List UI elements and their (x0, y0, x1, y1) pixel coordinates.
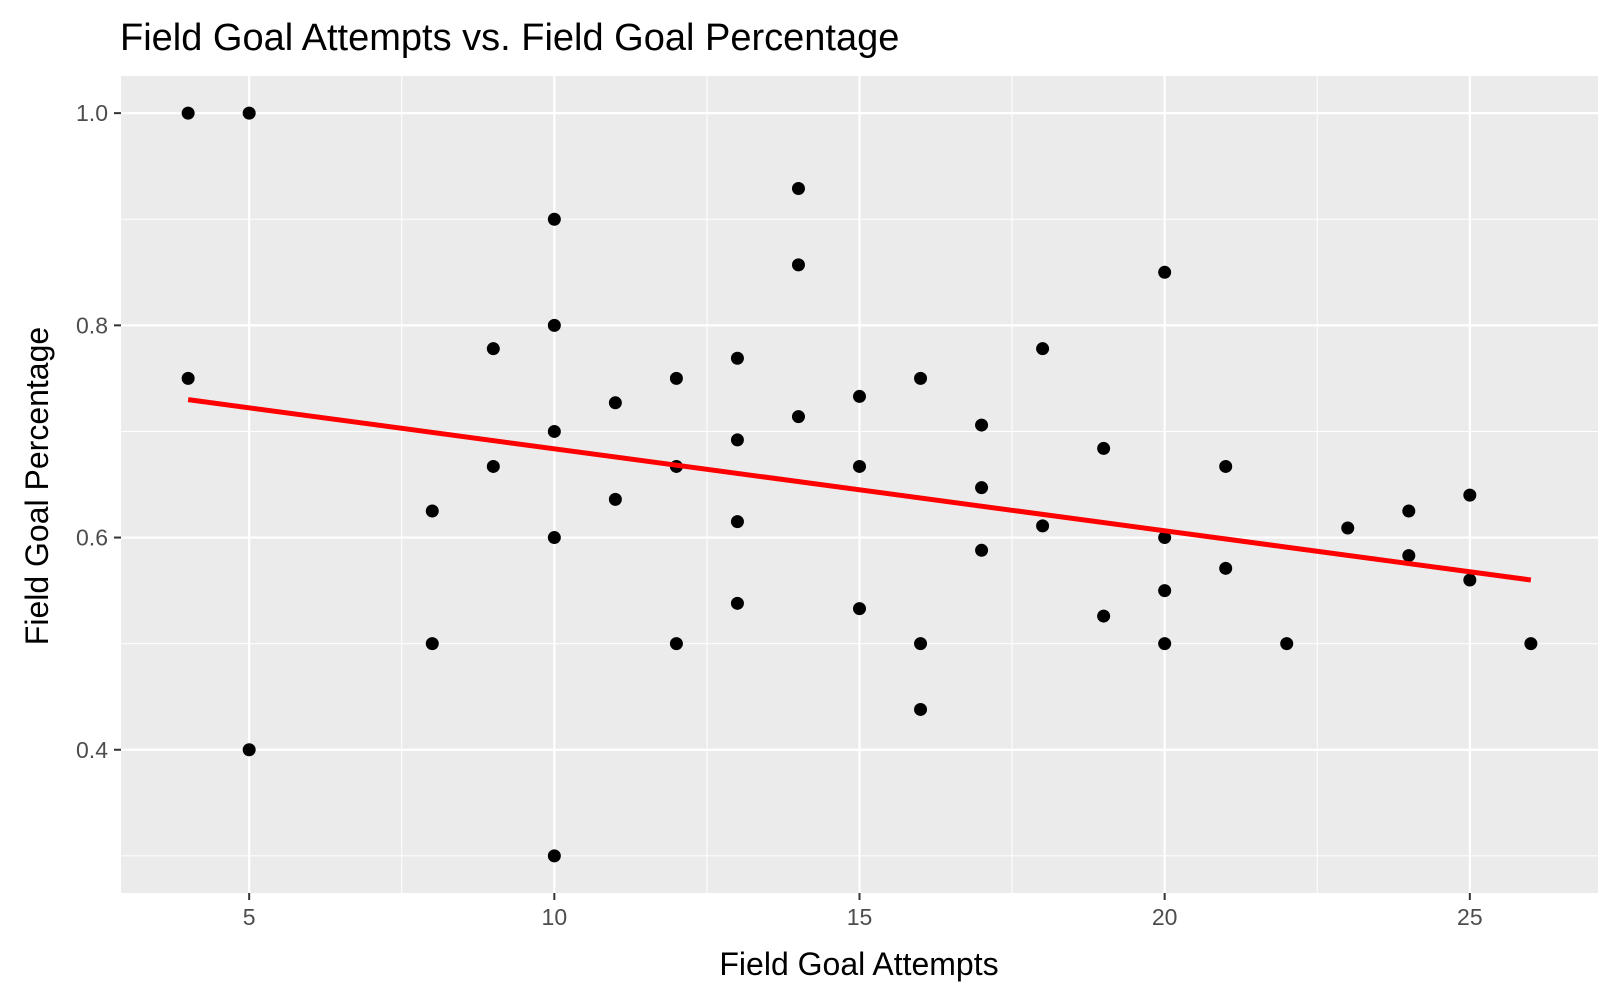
data-point (486, 342, 500, 356)
x-axis: 5 10 15 20 25 (243, 893, 1483, 930)
data-point (547, 531, 561, 545)
data-point (1402, 549, 1416, 563)
data-point (1158, 531, 1172, 545)
data-point (1524, 637, 1538, 651)
data-point (791, 410, 805, 424)
data-point (547, 318, 561, 332)
data-point (181, 106, 195, 120)
data-point (791, 181, 805, 195)
x-tick-label: 25 (1457, 904, 1483, 930)
data-point (486, 459, 500, 473)
major-gridlines (121, 76, 1598, 893)
y-tick-label: 0.4 (76, 737, 108, 763)
data-point (608, 492, 622, 506)
data-point (853, 602, 866, 616)
x-tick-label: 15 (847, 904, 873, 930)
data-point (975, 543, 989, 557)
data-point (1036, 342, 1050, 356)
data-point (1402, 504, 1416, 518)
data-point (914, 637, 928, 651)
x-tick-label: 20 (1152, 904, 1178, 930)
data-point (1158, 584, 1172, 598)
trend-line (187, 397, 1532, 583)
data-point (1036, 519, 1050, 533)
y-axis-title: Field Goal Percentage (19, 327, 55, 645)
x-axis-title: Field Goal Attempts (719, 946, 998, 982)
data-point (1097, 609, 1111, 623)
data-point (1463, 488, 1477, 502)
y-axis: 0.4 0.6 0.8 1.0 (76, 100, 121, 763)
data-point (1463, 573, 1477, 587)
x-tick-label: 5 (243, 904, 256, 930)
chart-title: Field Goal Attempts vs. Field Goal Perce… (120, 17, 899, 59)
data-point (791, 258, 805, 272)
y-tick-label: 1.0 (76, 100, 108, 126)
data-point (1219, 459, 1233, 473)
data-point (242, 743, 256, 757)
y-tick-label: 0.6 (76, 525, 108, 551)
data-point (853, 459, 866, 473)
data-point (425, 504, 439, 518)
data-point (547, 849, 561, 863)
data-point (181, 371, 195, 385)
data-point (547, 212, 561, 226)
data-point (853, 389, 866, 403)
data-point (669, 371, 683, 385)
data-point (914, 371, 928, 385)
y-tick-label: 0.8 (76, 312, 108, 338)
data-point (669, 637, 683, 651)
data-point (975, 418, 989, 432)
data-point (425, 637, 439, 651)
data-point (1158, 637, 1172, 651)
data-point (975, 481, 989, 495)
data-point (730, 515, 744, 529)
data-point (1341, 521, 1355, 535)
data-point (1097, 441, 1111, 455)
data-point (1280, 637, 1294, 651)
data-point (1158, 265, 1172, 279)
data-point (547, 424, 561, 438)
data-point (730, 433, 744, 447)
data-point (608, 396, 622, 410)
trend-line-group (187, 397, 1532, 583)
data-point (730, 596, 744, 610)
data-point (730, 351, 744, 365)
data-point (242, 106, 256, 120)
data-point (914, 702, 928, 716)
x-tick-label: 10 (542, 904, 568, 930)
data-point (1219, 561, 1233, 575)
